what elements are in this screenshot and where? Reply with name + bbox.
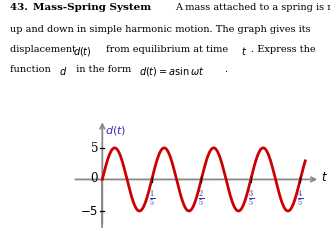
Text: $\frac{4}{5}$: $\frac{4}{5}$ <box>297 187 303 207</box>
Text: . Express the: . Express the <box>251 45 315 54</box>
Text: $\frac{2}{5}$: $\frac{2}{5}$ <box>198 187 204 207</box>
Text: 43.: 43. <box>10 2 32 12</box>
Text: $d(t)$: $d(t)$ <box>105 123 126 136</box>
Text: $d(t)$: $d(t)$ <box>73 45 91 58</box>
Text: $d(t) = a\sin\omega t$: $d(t) = a\sin\omega t$ <box>139 65 204 78</box>
Text: up and down in simple harmonic motion. The graph gives its: up and down in simple harmonic motion. T… <box>10 25 311 34</box>
Text: $d$: $d$ <box>59 65 68 77</box>
Text: $\frac{1}{5}$: $\frac{1}{5}$ <box>149 187 155 207</box>
Text: $t$: $t$ <box>321 170 328 183</box>
Text: 5: 5 <box>91 142 99 155</box>
Text: $-5$: $-5$ <box>81 205 99 218</box>
Text: $\frac{3}{5}$: $\frac{3}{5}$ <box>248 187 254 207</box>
Text: function: function <box>10 65 54 74</box>
Text: from equilibrium at time: from equilibrium at time <box>106 45 231 54</box>
Text: A mass attached to a spring is moving: A mass attached to a spring is moving <box>175 2 330 12</box>
Text: $t$: $t$ <box>241 45 247 57</box>
Text: displacement: displacement <box>10 45 79 54</box>
Text: in the form: in the form <box>73 65 134 74</box>
Text: 0: 0 <box>90 171 98 184</box>
Text: Mass-Spring System: Mass-Spring System <box>33 2 151 12</box>
Text: .: . <box>224 65 227 74</box>
